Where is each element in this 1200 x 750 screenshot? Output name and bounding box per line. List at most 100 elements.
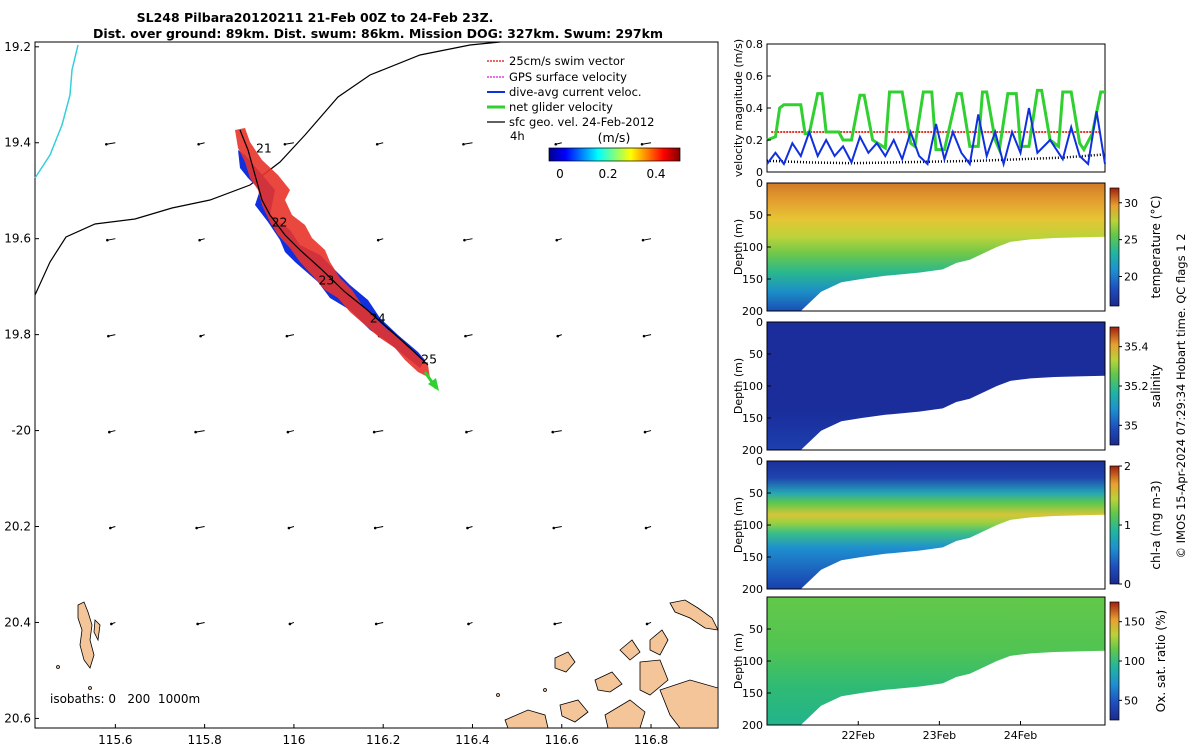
legend-item-net: net glider velocity	[487, 100, 613, 114]
section-data-field	[767, 597, 1105, 725]
current-arrow-head	[110, 622, 113, 626]
current-arrow-head	[195, 526, 198, 530]
day-marker-22: 22	[272, 215, 288, 230]
current-arrow-head	[197, 142, 200, 146]
current-arrow	[107, 238, 116, 241]
current-arrow-head	[288, 622, 292, 626]
velocity-y-tick-label: 0.6	[746, 70, 764, 83]
current-arrow-head	[640, 142, 644, 146]
colorbar-tick-label: 35.2	[1124, 380, 1149, 393]
current-arrow-head	[645, 622, 649, 626]
section-y-tick-label: 0	[756, 177, 763, 190]
title-line-2: Dist. over ground: 89km. Dist. swum: 86k…	[93, 26, 663, 41]
legend-label-net: net glider velocity	[509, 100, 613, 114]
current-arrow-head	[464, 334, 467, 338]
section-data-field	[767, 322, 1105, 450]
current-arrow-head	[641, 238, 645, 242]
legend-item-gps: GPS surface velocity	[487, 70, 627, 84]
current-arrow-head	[466, 526, 469, 530]
section-y-tick-label: 200	[742, 583, 763, 596]
velocity-ylabel: velocity magnitude (m/s)	[732, 39, 745, 177]
map-x-tick-label: 115.6	[98, 733, 132, 747]
section-y-tick-label: 150	[742, 687, 763, 700]
copyright-text: © IMOS 15-Apr-2024 07:29:34 Hobart time.…	[1174, 233, 1188, 558]
day-markers: 21 22 23 24 25	[256, 140, 437, 366]
colorbar-tick-0: 0	[556, 167, 564, 181]
current-arrow-head	[283, 142, 287, 146]
section-y-tick-label: 150	[742, 273, 763, 286]
colorbar-tick-label: 25	[1124, 234, 1138, 247]
current-arrow-head	[372, 430, 376, 434]
current-arrow-head	[105, 142, 108, 146]
current-arrow-head	[375, 142, 379, 146]
section-y-tick-label: 100	[742, 655, 763, 668]
legend-label-sfc: sfc geo. vel. 24-Feb-2012	[509, 115, 655, 129]
swim-vector-cloud	[235, 128, 430, 378]
current-arrow-head	[108, 430, 111, 434]
colorbar-tick-2: 0.4	[646, 167, 665, 181]
section-x-tick-label: 24Feb	[1004, 729, 1037, 742]
day-marker-23: 23	[318, 272, 334, 287]
colorbar-tick-label: 2	[1124, 460, 1131, 473]
section-colorbar	[1109, 601, 1120, 721]
current-arrow	[195, 430, 205, 433]
section-colorbar	[1109, 187, 1120, 307]
title-line-1: SL248 Pilbara20120211 21-Feb 00Z to 24-F…	[137, 10, 494, 25]
current-arrow	[196, 526, 205, 529]
velocity-y-tick-label: 0.2	[746, 134, 764, 147]
section-panel-3: 0 50 100 150 200 Depth (m) 0 1 2 chl-a (mg m-3)	[732, 455, 1163, 596]
map-y-tick-label: 19.6	[4, 232, 31, 246]
current-arrow-head	[553, 622, 557, 626]
current-arrow	[106, 142, 116, 145]
islands-east	[496, 599, 719, 729]
section-data-field	[767, 461, 1105, 589]
colorbar-tick-label: 35	[1124, 419, 1138, 432]
section-panel-4: 50 100 150 200 Depth (m) 50 100 150 Ox. sat. rat…	[732, 596, 1168, 742]
section-colorbar	[1109, 465, 1120, 585]
day-marker-25: 25	[421, 351, 437, 366]
velocity-y-ticks: 0 0.2 0.4 0.6 0.8	[746, 38, 771, 179]
current-arrow-head	[465, 430, 468, 434]
current-arrow-head	[642, 334, 646, 338]
cyan-line	[34, 44, 79, 179]
map-y-tick-label: 19.2	[4, 40, 31, 54]
map-x-tick-label: 115.8	[187, 733, 221, 747]
current-arrow-head	[106, 238, 109, 242]
section-y-tick-label: 50	[749, 209, 763, 222]
map-y-tick-label: 20.4	[4, 615, 31, 629]
map-y-tick-label: -20	[11, 424, 31, 438]
current-arrow	[464, 238, 473, 241]
section-y-tick-label: 150	[742, 551, 763, 564]
section-y-tick-label: 200	[742, 305, 763, 318]
current-arrow-head	[643, 430, 647, 434]
legend-item-sfc: sfc geo. vel. 24-Feb-2012	[487, 115, 655, 129]
current-arrow	[374, 430, 384, 433]
current-arrow-head	[374, 622, 378, 626]
map-x-tick-label: 116	[282, 733, 305, 747]
colorbar-label: temperature (°C)	[1149, 196, 1163, 299]
map-x-tick-label: 116.4	[455, 733, 489, 747]
section-y-tick-label: 0	[756, 455, 763, 468]
section-y-tick-label: 100	[742, 519, 763, 532]
map-y-tick-label: 20.6	[4, 711, 31, 725]
current-arrow-head	[286, 430, 290, 434]
section-data-field	[767, 183, 1105, 311]
section-y-tick-label: 50	[749, 487, 763, 500]
current-arrow	[553, 526, 562, 529]
section-ylabel: Depth (m)	[732, 633, 745, 689]
current-arrow-head	[109, 526, 112, 530]
map-x-tick-label: 116.2	[366, 733, 400, 747]
section-ylabel: Depth (m)	[732, 358, 745, 414]
current-arrow-head	[552, 526, 556, 530]
velocity-series	[766, 88, 1106, 168]
glider-track-line	[239, 129, 429, 366]
day-marker-24: 24	[370, 311, 386, 326]
current-arrow-head	[287, 526, 291, 530]
current-arrow	[552, 430, 562, 433]
current-arrow	[642, 238, 652, 241]
day-marker-21: 21	[256, 140, 272, 155]
map-y-ticks: 19.2 19.4 19.6 19.8 -20 20.2 20.4 20.6	[4, 40, 39, 725]
velocity-y-tick-label: 0.8	[746, 38, 764, 51]
